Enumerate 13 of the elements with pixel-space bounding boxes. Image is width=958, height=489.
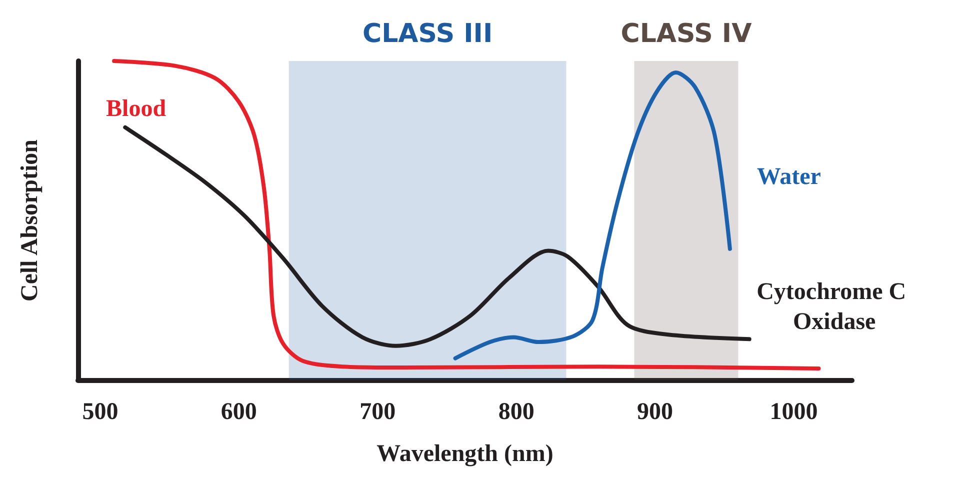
x-tick-label: 900: [637, 399, 674, 425]
x-tick-label: 500: [82, 399, 118, 425]
series-label: Cytochrome C Oxidase: [756, 279, 912, 336]
band-label: CLASS IV: [620, 19, 752, 49]
x-tick-label: 700: [360, 399, 396, 425]
y-axis-title: Cell Absorption: [17, 139, 43, 302]
x-tick-label: 600: [220, 399, 257, 425]
series-label: Water: [756, 164, 822, 190]
band-label: CLASS III: [362, 19, 493, 49]
x-tick-label: 1000: [770, 399, 818, 425]
x-tick-label: 800: [498, 399, 534, 425]
x-axis-title: Wavelength (nm): [376, 441, 554, 467]
series-label: Blood: [106, 96, 167, 122]
